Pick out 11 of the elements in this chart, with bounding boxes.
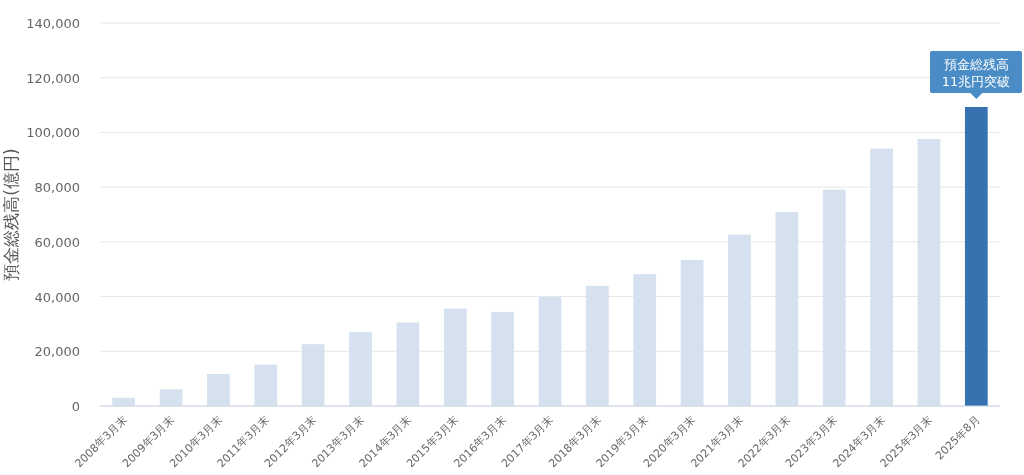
bar (964, 106, 988, 406)
y-tick-label: 120,000 (26, 70, 80, 86)
y-tick-label: 100,000 (26, 125, 80, 141)
y-tick-label: 60,000 (34, 234, 80, 250)
y-tick-label: 140,000 (26, 16, 80, 31)
y-tick-label: 20,000 (34, 344, 80, 360)
y-tick-label: 40,000 (34, 289, 80, 305)
y-tick-label: 0 (71, 399, 80, 414)
annotation: 預金総残高 11兆円突破 (941, 56, 1011, 89)
y-tick-label: 80,000 (34, 180, 80, 196)
y-axis-title: 預金総残高(億円) (1, 148, 21, 281)
